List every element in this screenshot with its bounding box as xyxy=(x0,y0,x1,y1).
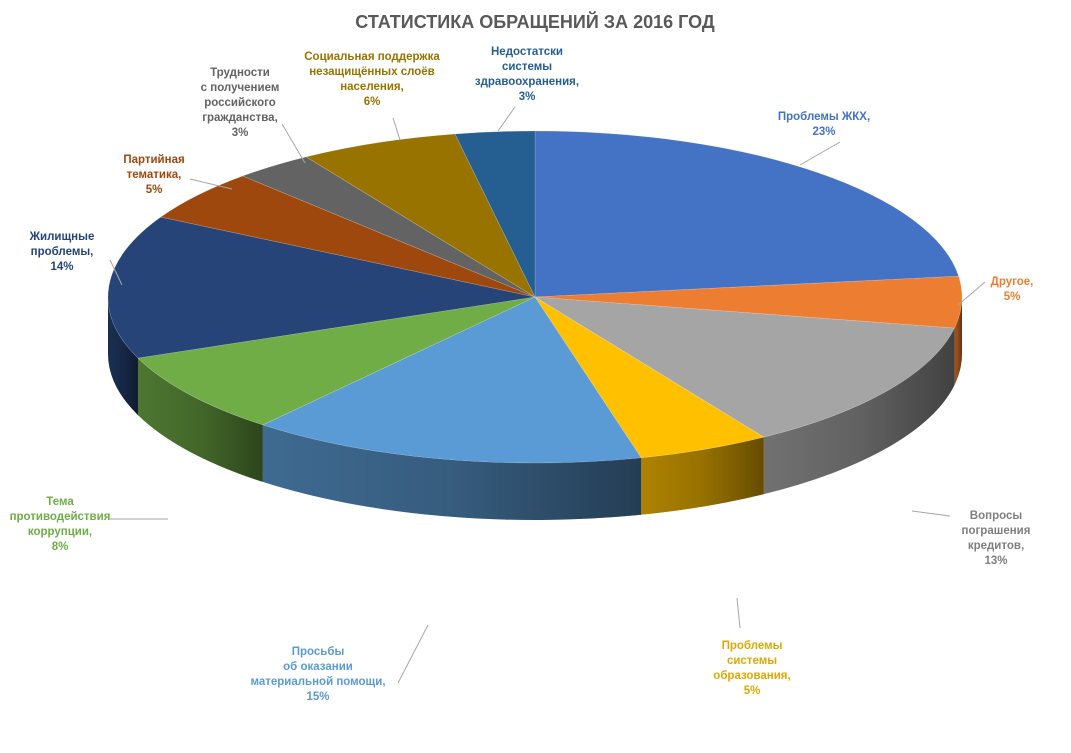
label-line: здравоохранения, xyxy=(475,76,579,88)
label-вопросы: Вопросы пограшения кредитов, 13% xyxy=(962,510,1031,567)
label-line: 5% xyxy=(744,685,761,697)
pie-sides xyxy=(108,297,962,520)
label-line: Жилищные xyxy=(29,231,95,243)
leader-трудности xyxy=(281,123,306,164)
label-line: 15% xyxy=(306,691,329,703)
slice-социальная-поддержка[interactable] xyxy=(305,133,536,298)
leader-вопросы xyxy=(911,510,951,517)
label-line: Недостатски xyxy=(491,46,563,58)
leader-социальная-поддержка xyxy=(392,117,401,141)
label-line: 8% xyxy=(52,541,69,553)
label-трудности: Трудности с получением российского гражданс… xyxy=(201,67,280,139)
leader-проблемы xyxy=(736,597,741,629)
label-line: Другое, xyxy=(991,276,1034,288)
leader-недостатски xyxy=(497,106,516,132)
slice-labels: Проблемы ЖКХ, 23% Другое, 5% Вопросы пограшен… xyxy=(10,46,1034,703)
leader-партийная xyxy=(189,178,233,190)
label-line: 23% xyxy=(812,126,835,138)
label-line: российского xyxy=(204,97,276,109)
label-line: Просьбы xyxy=(292,646,345,658)
leader-просьбы xyxy=(397,624,429,684)
leader-другое xyxy=(957,281,986,306)
label-line: Партийная xyxy=(123,154,184,166)
label-недостатски: Недостатски системы здравоохранения, 3% xyxy=(475,46,579,103)
label-line: Трудности xyxy=(210,67,270,79)
label-line: 13% xyxy=(984,555,1007,567)
side-жилищные-shade xyxy=(108,297,138,416)
label-line: Вопросы xyxy=(970,510,1023,522)
label-line: об оказании xyxy=(283,661,353,673)
label-line: населения, xyxy=(340,81,404,93)
label-проблемы: Проблемы системы образования, 5% xyxy=(713,640,790,697)
label-line: Проблемы ЖКХ, xyxy=(778,111,870,123)
label-line: коррупции, xyxy=(28,526,92,538)
side-тема-shade xyxy=(137,358,263,482)
slice-жилищные[interactable] xyxy=(107,216,536,359)
label-line: незащищённых слоёв xyxy=(309,66,435,78)
label-партийная: Партийная тематика, 5% xyxy=(123,154,184,196)
slice-тема[interactable] xyxy=(137,296,536,426)
slice-вопросы[interactable] xyxy=(534,296,955,438)
chart-title: СТАТИСТИКА ОБРАЩЕНИЙ ЗА 2016 ГОД xyxy=(355,11,715,32)
label-проблемы-жкх: Проблемы ЖКХ, 23% xyxy=(778,111,870,138)
slice-проблемы[interactable] xyxy=(534,296,765,459)
label-line: Социальная поддержка xyxy=(304,51,440,63)
label-line: противодействия xyxy=(10,511,111,523)
side-просьбы-shade xyxy=(262,424,642,520)
label-line: Тема xyxy=(46,496,74,508)
leader-проблемы-жкх xyxy=(799,141,841,166)
label-line: Проблемы xyxy=(722,640,783,652)
label-line: 14% xyxy=(50,261,73,273)
label-line: тематика, xyxy=(127,169,182,181)
side-проблемы-shade xyxy=(641,437,764,515)
label-line: 5% xyxy=(1004,291,1021,303)
slice-недостатски[interactable] xyxy=(454,130,536,298)
label-тема: Тема противодействия коррупции, 8% xyxy=(10,496,111,553)
label-жилищные: Жилищные проблемы, 14% xyxy=(29,231,95,273)
slice-проблемы-жкх[interactable] xyxy=(534,130,960,298)
label-line: пограшения xyxy=(962,525,1031,537)
label-line: системы xyxy=(502,61,552,73)
label-line: с получением xyxy=(201,82,280,94)
slice-просьбы[interactable] xyxy=(262,296,642,464)
label-line: 5% xyxy=(146,184,163,196)
label-line: 3% xyxy=(232,127,249,139)
label-line: кредитов, xyxy=(968,540,1024,552)
label-просьбы: Просьбы об оказании материальной помощи, 15… xyxy=(250,646,385,703)
label-line: проблемы, xyxy=(31,246,94,258)
pie-slices xyxy=(107,130,963,464)
label-line: 3% xyxy=(519,91,536,103)
label-line: образования, xyxy=(713,670,790,682)
label-социальная-поддержка: Социальная поддержка незащищённых слоёв на… xyxy=(304,51,440,108)
label-line: системы xyxy=(727,655,777,667)
side-другое-shade xyxy=(954,297,962,386)
label-другое: Другое, 5% xyxy=(991,276,1034,303)
leader-lines xyxy=(109,106,986,684)
slice-трудности[interactable] xyxy=(241,156,536,298)
slice-партийная[interactable] xyxy=(160,175,536,298)
side-вопросы-shade xyxy=(763,328,955,495)
label-line: 6% xyxy=(364,96,381,108)
label-line: материальной помощи, xyxy=(250,676,385,688)
leader-жилищные xyxy=(109,259,123,286)
label-line: гражданства, xyxy=(202,112,278,124)
